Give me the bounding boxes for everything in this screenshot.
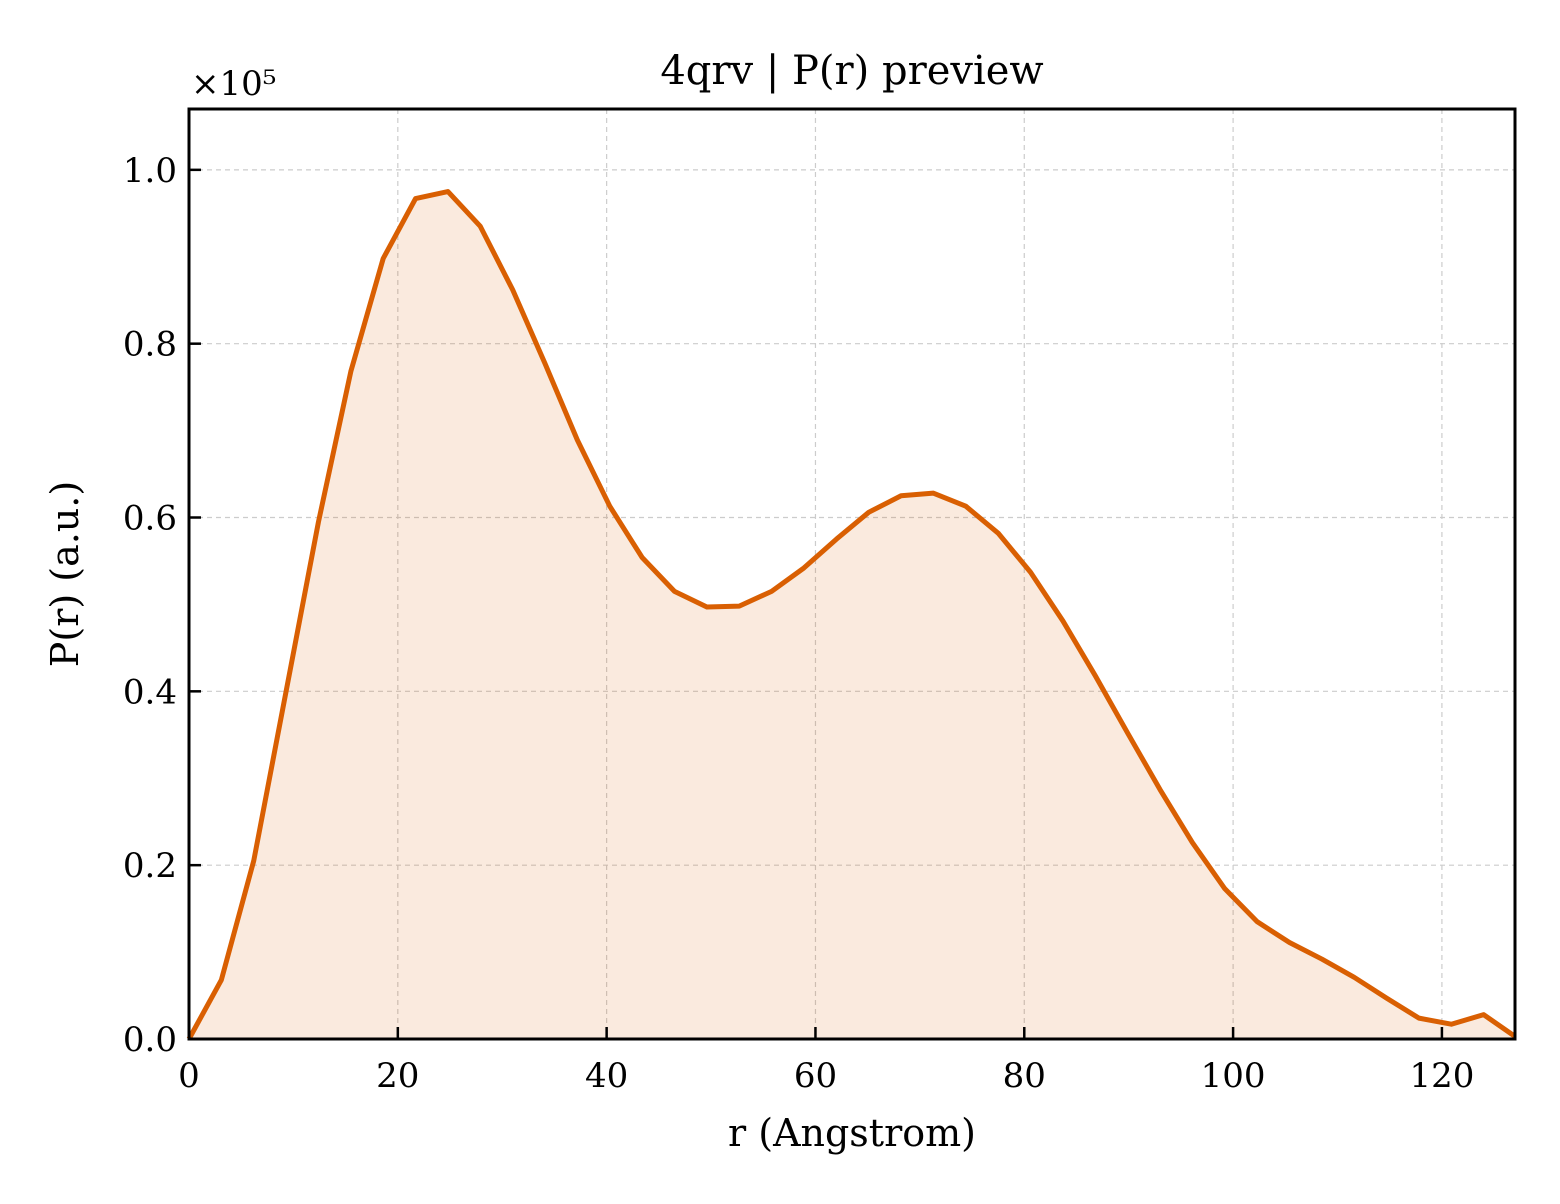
plot-frame bbox=[187, 107, 1517, 1041]
x-tick-label: 60 bbox=[794, 1056, 837, 1096]
grid-layer bbox=[189, 109, 1515, 1039]
ticks-layer: 0 20 40 60 80 100 120 0.0 0.2 0.4 0.6 0.8 1.0 bbox=[123, 151, 1474, 1096]
y-tick-label: 0.4 bbox=[123, 672, 177, 712]
x-tick-label: 80 bbox=[1003, 1056, 1046, 1096]
y-tick-label: 0.2 bbox=[123, 846, 177, 886]
chart-title: 4qrv | P(r) preview bbox=[660, 48, 1043, 94]
y-tick-label: 1.0 bbox=[123, 151, 177, 191]
x-tick-label: 40 bbox=[585, 1056, 628, 1096]
x-tick-label: 20 bbox=[376, 1056, 419, 1096]
y-axis-multiplier: ×10⁵ bbox=[191, 64, 276, 104]
pr-series-line bbox=[186, 189, 1517, 1041]
y-tick-label: 0.0 bbox=[123, 1020, 177, 1060]
x-tick-label: 100 bbox=[1201, 1056, 1266, 1096]
x-axis-label: r (Angstrom) bbox=[728, 1111, 976, 1155]
x-tick-label: 120 bbox=[1409, 1056, 1474, 1096]
y-tick-label: 0.6 bbox=[123, 499, 177, 539]
x-tick-label: 0 bbox=[178, 1056, 200, 1096]
pr-area-fill bbox=[189, 191, 1515, 1039]
y-axis-label: P(r) (a.u.) bbox=[43, 481, 87, 667]
y-tick-label: 0.8 bbox=[123, 325, 177, 365]
